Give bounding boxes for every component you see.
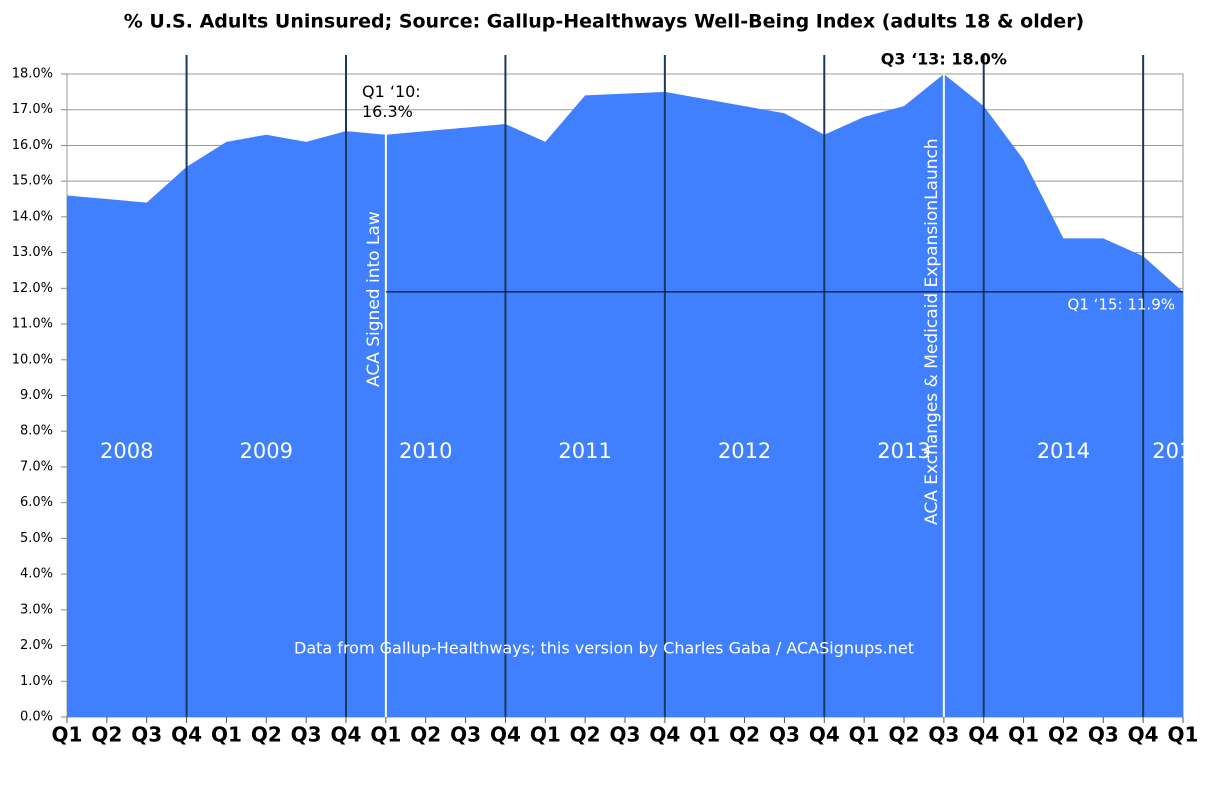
x-tick-label: Q4 [809,723,840,747]
area [67,74,1183,717]
year-label: 2009 [240,439,293,463]
x-tick-label: Q2 [410,723,441,747]
x-tick-label: Q4 [968,723,999,747]
year-label: 2011 [558,439,611,463]
x-tick-label: Q3 [610,723,641,747]
y-tick-label: 11.0% [12,317,53,332]
y-tick-label: 2.0% [20,638,53,653]
x-tick-label: Q3 [450,723,481,747]
year-label: 2012 [718,439,771,463]
y-tick-label: 10.0% [12,352,53,367]
y-tick-label: 13.0% [12,245,53,260]
x-tick-label: Q3 [928,723,959,747]
x-tick-label: Q4 [490,723,521,747]
x-tick-label: Q4 [171,723,202,747]
y-tick-label: 6.0% [20,495,53,510]
chart-title: % U.S. Adults Uninsured; Source: Gallup-… [124,11,1085,33]
x-tick-label: Q3 [291,723,322,747]
x-tick-label: Q1 [1168,723,1199,747]
y-tick-label: 8.0% [20,424,53,439]
annotation: Q1 ‘10: 16.3% [362,82,421,121]
y-tick-label: 18.0% [12,67,53,82]
y-tick-label: 5.0% [20,531,53,546]
y-tick-label: 0.0% [20,710,53,725]
y-tick-label: 17.0% [12,102,53,117]
year-label: 2014 [1037,439,1090,463]
annotation: Q3 ‘13: 18.0% [881,50,1007,69]
x-tick-label: Q4 [331,723,362,747]
y-tick-label: 4.0% [20,567,53,582]
y-tick-label: 3.0% [20,602,53,617]
year-label: 2008 [100,439,153,463]
x-tick-label: Q3 [769,723,800,747]
x-tick-label: Q3 [1088,723,1119,747]
y-tick-label: 1.0% [20,674,53,689]
y-tick-label: 9.0% [20,388,53,403]
x-tick-label: Q1 [530,723,561,747]
x-tick-label: Q1 [52,723,83,747]
x-tick-label: Q2 [1048,723,1079,747]
year-label: 2010 [399,439,452,463]
x-tick-label: Q3 [131,723,162,747]
x-tick-label: Q1 [849,723,880,747]
x-tick-label: Q2 [251,723,282,747]
annotation: ACA Exchanges & Medicaid ExpansionLaunch [922,138,942,525]
annotation: Data from Gallup-Healthways; this versio… [294,639,914,658]
x-tick-label: Q1 [370,723,401,747]
x-tick-label: Q2 [889,723,920,747]
y-tick-label: 14.0% [12,209,53,224]
year-label: 2013 [877,439,930,463]
x-tick-label: Q1 [689,723,720,747]
y-tick-label: 7.0% [20,459,53,474]
x-tick-label: Q1 [211,723,242,747]
x-tick-label: Q4 [649,723,680,747]
annotation: Q1 ‘15: 11.9% [1068,296,1175,314]
annotation: ACA Signed into Law [364,211,384,387]
x-tick-label: Q1 [1008,723,1039,747]
x-tick-label: Q2 [91,723,122,747]
y-tick-label: 12.0% [12,281,53,296]
y-tick-label: 16.0% [12,138,53,153]
x-tick-label: Q2 [729,723,760,747]
x-tick-label: Q4 [1128,723,1159,747]
year-label: 2015 [1152,439,1205,463]
x-tick-label: Q2 [570,723,601,747]
y-tick-label: 15.0% [12,174,53,189]
